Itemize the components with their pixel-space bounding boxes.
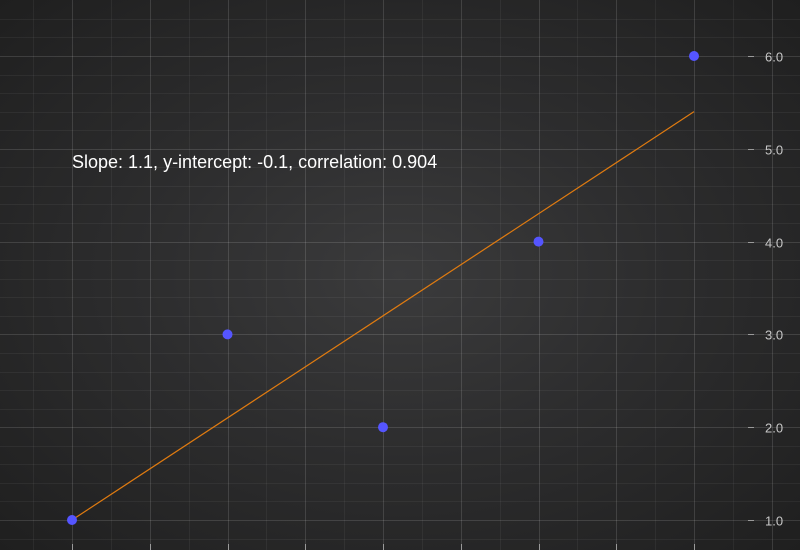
regression-line-layer <box>71 111 695 521</box>
y-tick-label: 1.0 <box>765 514 783 529</box>
y-tick-label: 2.0 <box>765 421 783 436</box>
regression-line <box>71 111 695 521</box>
scatter-point[interactable] <box>378 422 388 433</box>
scatter-point[interactable] <box>222 329 233 340</box>
y-tick-label: 5.0 <box>765 143 783 158</box>
scatter-points <box>67 51 699 525</box>
y-tick-label: 6.0 <box>765 50 783 65</box>
y-tick-label: 3.0 <box>765 328 783 343</box>
scatter-point[interactable] <box>67 515 77 525</box>
y-tick-label: 4.0 <box>765 236 783 251</box>
scatter-point[interactable] <box>689 51 699 61</box>
y-axis: 1.0 2.0 3.0 4.0 5.0 6.0 <box>72 50 783 550</box>
regression-annotation: Slope: 1.1, y-intercept: -0.1, correlati… <box>72 152 437 172</box>
scatter-point[interactable] <box>533 236 544 247</box>
